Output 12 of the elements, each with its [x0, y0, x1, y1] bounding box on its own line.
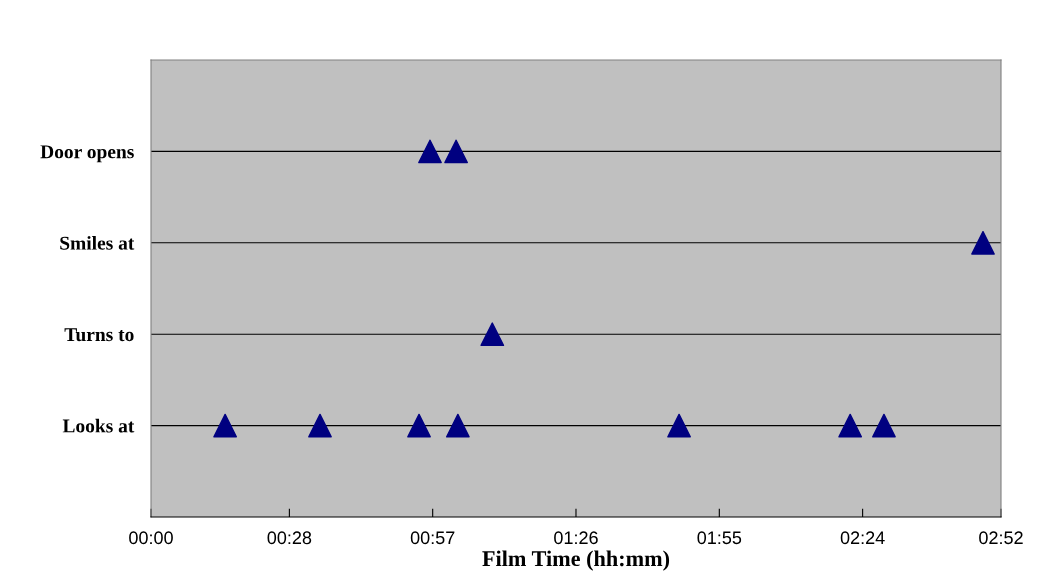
y-tick-label: Looks at: [62, 418, 135, 433]
x-tick-label: 01:55: [697, 531, 742, 545]
x-tick-label: 00:00: [129, 531, 173, 545]
x-tick-label: 02:24: [840, 531, 885, 545]
y-tick-label: Turns to: [64, 328, 134, 342]
x-axis-title: Film Time (hh:mm): [482, 550, 670, 571]
x-tick-label: 02:52: [979, 531, 1023, 545]
x-tick-label: 00:57: [410, 531, 455, 545]
x-tick-label: 01:26: [554, 531, 598, 545]
y-tick-label: Door opens: [40, 145, 134, 163]
y-tick-label: Smiles at: [60, 236, 135, 250]
x-tick-label: 00:28: [267, 531, 312, 545]
